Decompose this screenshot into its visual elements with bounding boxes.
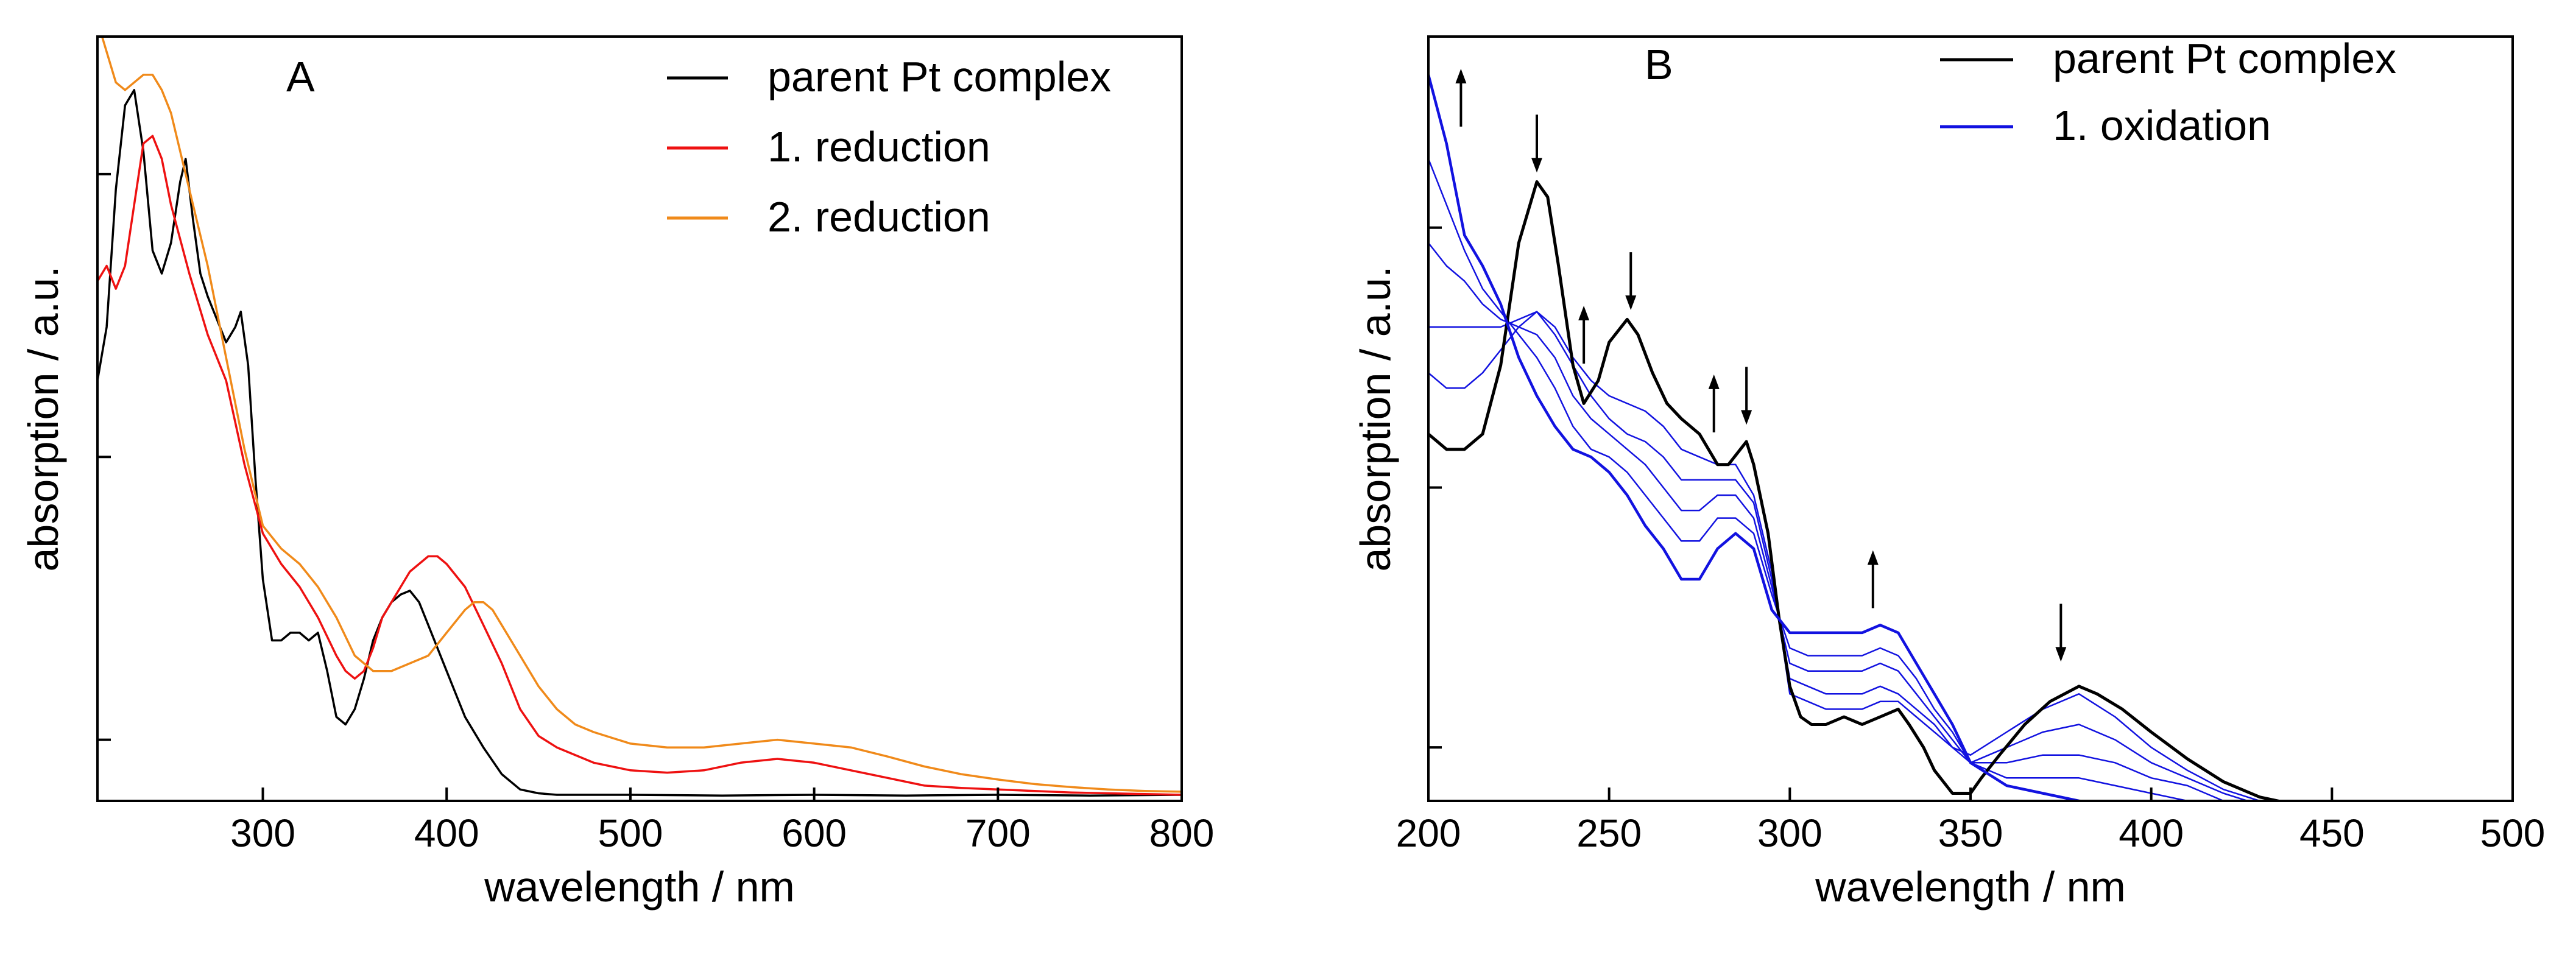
series-line-1 xyxy=(1428,180,2285,801)
x-tick-label: 700 xyxy=(965,811,1031,855)
x-tick-label: 500 xyxy=(598,811,663,855)
x-tick-label: 400 xyxy=(414,811,479,855)
legend: parent Pt complex 1. reduction 2. reductio… xyxy=(667,53,1111,241)
legend-entry: parent Pt complex xyxy=(2053,35,2396,82)
x-tick-label: 500 xyxy=(2480,811,2546,855)
legend: parent Pt complex 1. oxidation xyxy=(1940,35,2396,149)
arrow-up-icon xyxy=(1708,374,1720,432)
x-tick-label: 300 xyxy=(1757,811,1823,855)
legend-entry: 1. oxidation xyxy=(2053,102,2271,149)
panel-a: 300 400 500 600 700 800 wavelength / nm absorpt… xyxy=(19,35,1215,911)
panel-letter: B xyxy=(1645,41,1673,88)
series-line-2 xyxy=(1428,74,2092,801)
series-line-3 xyxy=(101,37,1182,793)
x-tick-label: 800 xyxy=(1149,811,1215,855)
x-tick-label: 300 xyxy=(230,811,295,855)
x-tick-label: 250 xyxy=(1576,811,1642,855)
x-tick-label: 350 xyxy=(1938,811,2003,855)
panel-b: 200 250 300 350 400 450 500 wavelength / nm abso… xyxy=(1352,35,2545,911)
panel-letter: A xyxy=(286,53,315,100)
arrow-up-icon xyxy=(1578,305,1590,364)
y-axis-label: absorption / a.u. xyxy=(1352,266,1399,572)
plot-frame xyxy=(96,35,1183,802)
x-axis-label: wavelength / nm xyxy=(1815,863,2126,911)
intermediate-series-line-3 xyxy=(1428,311,2250,801)
arrow-up-icon xyxy=(1867,550,1879,608)
x-tick-label: 600 xyxy=(782,811,847,855)
arrow-down-icon xyxy=(1531,115,1542,173)
intermediate-series-line-2 xyxy=(1428,242,2228,801)
x-tick-label: 200 xyxy=(1396,811,1461,855)
arrow-down-icon xyxy=(1741,367,1752,425)
intermediate-series-line-4 xyxy=(1428,311,2264,801)
plot-area xyxy=(1428,74,2285,801)
x-tick-label: 450 xyxy=(2299,811,2365,855)
x-tick-label: 400 xyxy=(2119,811,2184,855)
intermediate-series-line-1 xyxy=(1428,158,2195,801)
plot-area xyxy=(97,37,1182,797)
series-line-2 xyxy=(97,135,1182,796)
y-axis-label: absorption / a.u. xyxy=(19,266,67,572)
arrow-down-icon xyxy=(1625,252,1637,311)
legend-entry: 2. reduction xyxy=(768,193,990,241)
arrow-up-icon xyxy=(1455,68,1467,127)
arrow-down-icon xyxy=(2055,604,2067,662)
x-axis-label: wavelength / nm xyxy=(484,863,795,911)
legend-entry: 1. reduction xyxy=(768,123,990,171)
legend-entry: parent Pt complex xyxy=(768,53,1111,100)
series-line-1 xyxy=(97,89,1182,797)
